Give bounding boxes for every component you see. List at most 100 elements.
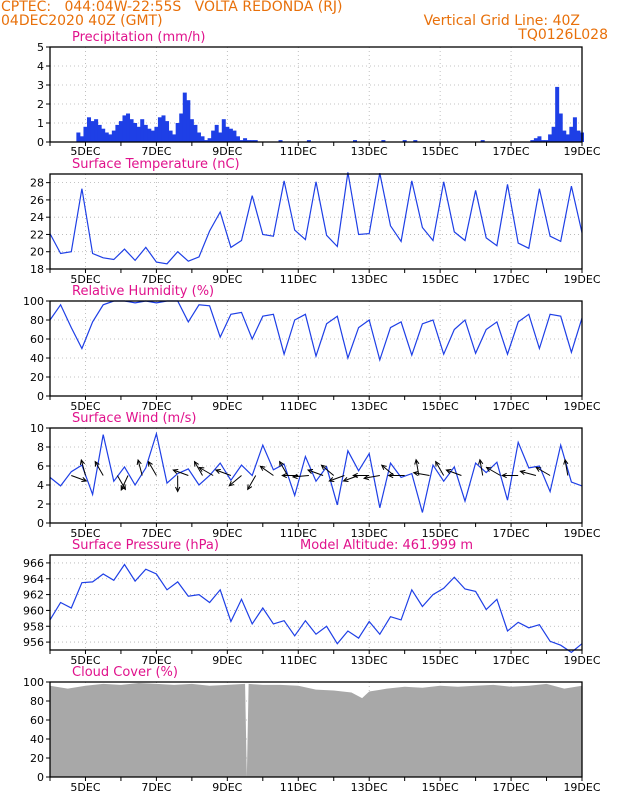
precip-bar	[182, 92, 187, 142]
x-tick-label: 19DEC	[563, 527, 600, 540]
x-tick-label: 7DEC	[141, 400, 171, 413]
y-tick-label: 80	[30, 314, 44, 327]
x-tick-label: 15DEC	[422, 145, 459, 158]
wind-arrow-head	[81, 477, 88, 482]
precip-bar	[154, 126, 159, 142]
y-tick-label: 20	[30, 246, 44, 259]
series-line	[49, 172, 583, 265]
wind-arrow-shaft	[80, 459, 86, 476]
y-tick-label: 0	[37, 136, 44, 149]
precip-bar	[175, 123, 180, 142]
y-tick-label: 6	[37, 460, 44, 473]
series-line	[49, 431, 583, 513]
wind-arrow-head	[342, 477, 349, 482]
panel-frame	[49, 681, 583, 778]
wind-arrow-head	[387, 472, 394, 479]
precip-bar	[540, 140, 545, 142]
precip-bar	[306, 140, 311, 142]
series-line	[49, 300, 583, 362]
header-grid-line: Vertical Grid Line: 40Z	[423, 13, 580, 29]
x-tick-label: 9DEC	[212, 781, 242, 794]
wind-arrow-shaft	[321, 464, 335, 476]
precip-bar	[232, 130, 237, 142]
x-tick-label: 11DEC	[280, 781, 317, 794]
precip-bar	[544, 140, 549, 142]
precip-bar	[204, 140, 209, 142]
y-tick-label: 962	[23, 589, 44, 602]
wind-arrow-head	[445, 469, 452, 474]
y-tick-label: 40	[30, 352, 44, 365]
precip-bar	[569, 126, 574, 142]
x-tick-label: 17DEC	[493, 527, 530, 540]
x-tick-label: 5DEC	[70, 145, 100, 158]
precip-bar	[189, 119, 194, 142]
y-tick-label: 5	[37, 41, 44, 54]
wind-arrow-shaft	[486, 467, 501, 476]
wind-arrow-shaft	[147, 461, 157, 476]
precip-bar	[111, 130, 116, 142]
wind-arrow-head	[281, 472, 287, 479]
series-line	[49, 563, 583, 654]
precip-bar	[207, 138, 212, 142]
wind-arrow-head	[198, 466, 205, 472]
y-tick-label: 60	[30, 333, 44, 346]
precip-bar	[126, 113, 131, 142]
precip-bar	[533, 138, 538, 142]
x-tick-label: 9DEC	[212, 654, 242, 667]
wind-arrow-head	[136, 458, 142, 466]
wind-arrow-shaft	[228, 475, 242, 487]
precip-bar	[555, 86, 560, 142]
precip-bar	[143, 124, 148, 142]
wind-arrow-shaft	[116, 475, 126, 490]
x-tick-label: 5DEC	[70, 781, 100, 794]
wind-arrow-shaft	[260, 465, 274, 476]
precip-bar	[104, 132, 109, 142]
wind-arrow-shaft	[329, 475, 345, 482]
panel-title: Surface Pressure (hPa)	[72, 538, 219, 553]
wind-arrow-head	[328, 477, 335, 482]
header-model-code: TQ0126L028	[518, 27, 608, 43]
precip-bar	[157, 117, 162, 142]
y-tick-label: 10	[30, 422, 44, 435]
precip-bar	[118, 121, 123, 142]
x-tick-label: 7DEC	[141, 781, 171, 794]
precip-bar	[250, 140, 255, 142]
cloud-cover-area	[50, 682, 582, 777]
y-tick-label: 20	[30, 371, 44, 384]
wind-arrow-shaft	[415, 459, 420, 476]
y-tick-label: 960	[23, 604, 44, 617]
x-tick-label: 9DEC	[212, 527, 242, 540]
precip-bar	[211, 130, 216, 142]
wind-arrow-head	[214, 469, 221, 474]
precip-bar	[562, 130, 567, 142]
y-tick-label: 40	[30, 733, 44, 746]
precip-bar	[133, 123, 138, 142]
precip-bar	[136, 126, 141, 142]
x-tick-label: 19DEC	[563, 273, 600, 286]
panel-title: Surface Wind (m/s)	[72, 411, 196, 426]
precip-bar	[537, 136, 542, 142]
wind-arrow-head	[563, 458, 569, 465]
wind-arrow-shaft	[292, 475, 309, 478]
x-tick-label: 19DEC	[563, 654, 600, 667]
wind-arrow-head	[172, 469, 179, 474]
precip-bar	[101, 128, 106, 142]
precip-bar	[97, 124, 102, 142]
wind-arrow-head	[79, 458, 85, 466]
y-tick-label: 0	[37, 390, 44, 403]
wind-arrow-head	[228, 481, 235, 487]
x-tick-label: 17DEC	[493, 400, 530, 413]
x-tick-label: 5DEC	[70, 654, 100, 667]
y-tick-label: 2	[37, 98, 44, 111]
precip-bar	[150, 130, 155, 142]
wind-arrow-head	[519, 469, 526, 476]
precip-bar	[221, 119, 226, 142]
x-tick-label: 13DEC	[351, 273, 388, 286]
precip-bar	[172, 134, 177, 142]
x-tick-label: 5DEC	[70, 400, 100, 413]
wind-arrow-head	[414, 458, 420, 465]
x-tick-label: 9DEC	[212, 273, 242, 286]
y-tick-label: 964	[23, 573, 44, 586]
panel-4: 0 2 4 6 8 10 5DEC 7DEC 9DEC 11DEC 13DEC 15DEC 17DEC 1…	[30, 411, 601, 540]
x-tick-label: 7DEC	[141, 273, 171, 286]
